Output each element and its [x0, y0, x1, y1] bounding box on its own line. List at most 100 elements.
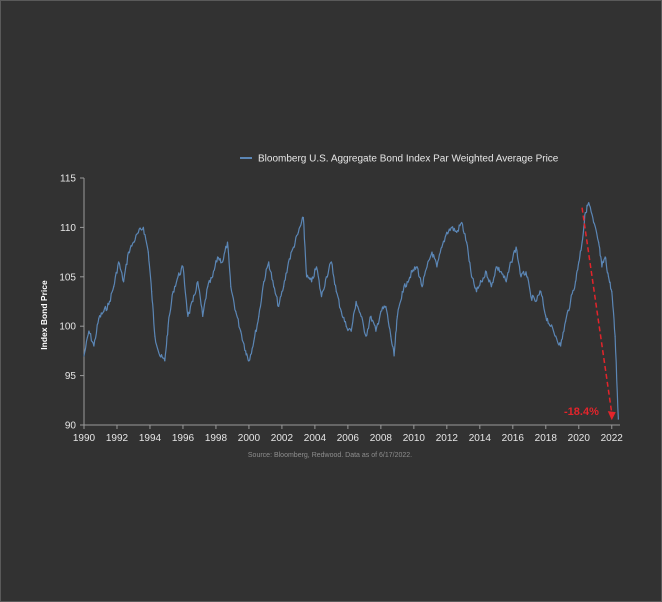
- x-tick-label: 1990: [73, 433, 96, 444]
- series-point: [103, 310, 105, 312]
- series-point: [93, 345, 95, 347]
- series-point: [350, 330, 352, 332]
- series-point: [441, 246, 443, 248]
- series-point: [164, 360, 166, 362]
- series-point: [510, 261, 512, 263]
- series-point: [515, 246, 517, 248]
- series-point: [216, 256, 219, 258]
- series-point: [345, 325, 347, 327]
- series-point: [485, 271, 488, 273]
- series-point: [375, 330, 377, 332]
- y-tick-label: 90: [65, 421, 77, 432]
- series-point: [159, 355, 161, 357]
- series-point: [370, 315, 372, 317]
- series-point: [505, 281, 507, 283]
- series-point: [268, 261, 270, 263]
- series-point: [320, 295, 323, 298]
- series-point: [535, 300, 537, 303]
- series-point: [245, 350, 247, 352]
- series-point: [88, 330, 90, 332]
- x-tick-label: 2014: [469, 433, 492, 444]
- series-point: [578, 261, 580, 263]
- series-point: [421, 286, 423, 288]
- series-point: [263, 281, 265, 283]
- series-point: [480, 281, 483, 283]
- drawdown-arrow: [581, 207, 613, 414]
- series-point: [177, 276, 179, 278]
- y-tick-label: 115: [60, 174, 76, 185]
- x-tick-label: 1992: [106, 433, 129, 444]
- series-point: [142, 226, 144, 228]
- series-point: [154, 335, 156, 337]
- series-point: [611, 291, 613, 293]
- series-point: [500, 271, 502, 273]
- series-point: [406, 281, 408, 283]
- series-point: [297, 231, 299, 233]
- drawdown-arrowhead: [607, 411, 616, 421]
- series-point: [396, 315, 398, 317]
- series-point: [167, 325, 169, 327]
- series-point: [495, 266, 497, 268]
- series-point: [426, 266, 428, 268]
- series-point: [416, 266, 418, 268]
- series-point: [470, 276, 473, 278]
- x-tick-label: 2010: [403, 433, 426, 444]
- series-point: [607, 276, 610, 278]
- x-tick-label: 2002: [271, 433, 294, 444]
- series-point: [248, 360, 250, 362]
- series-point: [258, 315, 260, 317]
- y-axis: 115 110 105 100 95 90: [59, 174, 84, 432]
- series-point: [151, 291, 153, 293]
- y-tick-label: 105: [59, 272, 76, 283]
- series-point: [113, 286, 115, 288]
- x-tick-label: 1994: [139, 433, 162, 444]
- drawdown-label: -18.4%: [564, 406, 599, 418]
- x-axis: 1990 1992 1994 1996 1998 2000 2002 2004 2006 2008…: [73, 425, 623, 444]
- legend-label: Bloomberg U.S. Aggregate Bond Index Par …: [258, 154, 559, 165]
- x-tick-label: 2008: [370, 433, 393, 444]
- series-point: [560, 345, 562, 347]
- series-point: [581, 241, 583, 243]
- series-point: [385, 305, 387, 308]
- y-tick-label: 110: [60, 223, 76, 234]
- series-point: [340, 310, 342, 312]
- series-point: [380, 310, 382, 312]
- series-point: [278, 305, 280, 308]
- series-line-bond-price: [83, 202, 619, 420]
- series-point: [564, 320, 567, 322]
- series-point: [273, 286, 275, 288]
- series-point: [202, 315, 204, 317]
- series-point: [588, 202, 590, 204]
- series-point: [490, 286, 492, 288]
- x-tick-label: 2012: [436, 433, 459, 444]
- series-point: [451, 226, 453, 228]
- x-tick-label: 1998: [205, 433, 228, 444]
- series-point: [292, 246, 295, 248]
- series-point: [446, 231, 448, 233]
- series-point: [436, 266, 438, 268]
- series-point: [132, 241, 135, 243]
- series-point: [253, 340, 255, 342]
- x-tick-label: 2018: [535, 433, 558, 444]
- series-point: [530, 295, 532, 298]
- legend: Bloomberg U.S. Aggregate Bond Index Par …: [240, 154, 559, 165]
- series-point: [584, 211, 586, 214]
- x-tick-label: 2020: [568, 433, 591, 444]
- x-tick-label: 2022: [601, 433, 624, 444]
- x-tick-label: 1996: [172, 433, 195, 444]
- series-point: [122, 281, 125, 283]
- series-point: [456, 231, 458, 233]
- series-point: [221, 261, 224, 263]
- series-point: [411, 271, 413, 273]
- series-point: [461, 221, 463, 224]
- series-point: [604, 256, 606, 258]
- series-point: [212, 276, 214, 278]
- series-point: [431, 251, 433, 253]
- series-point: [187, 315, 189, 317]
- series-point: [466, 241, 468, 243]
- series-point: [127, 251, 130, 253]
- series-point: [555, 335, 557, 337]
- series-point: [393, 355, 395, 357]
- series-point: [520, 276, 522, 278]
